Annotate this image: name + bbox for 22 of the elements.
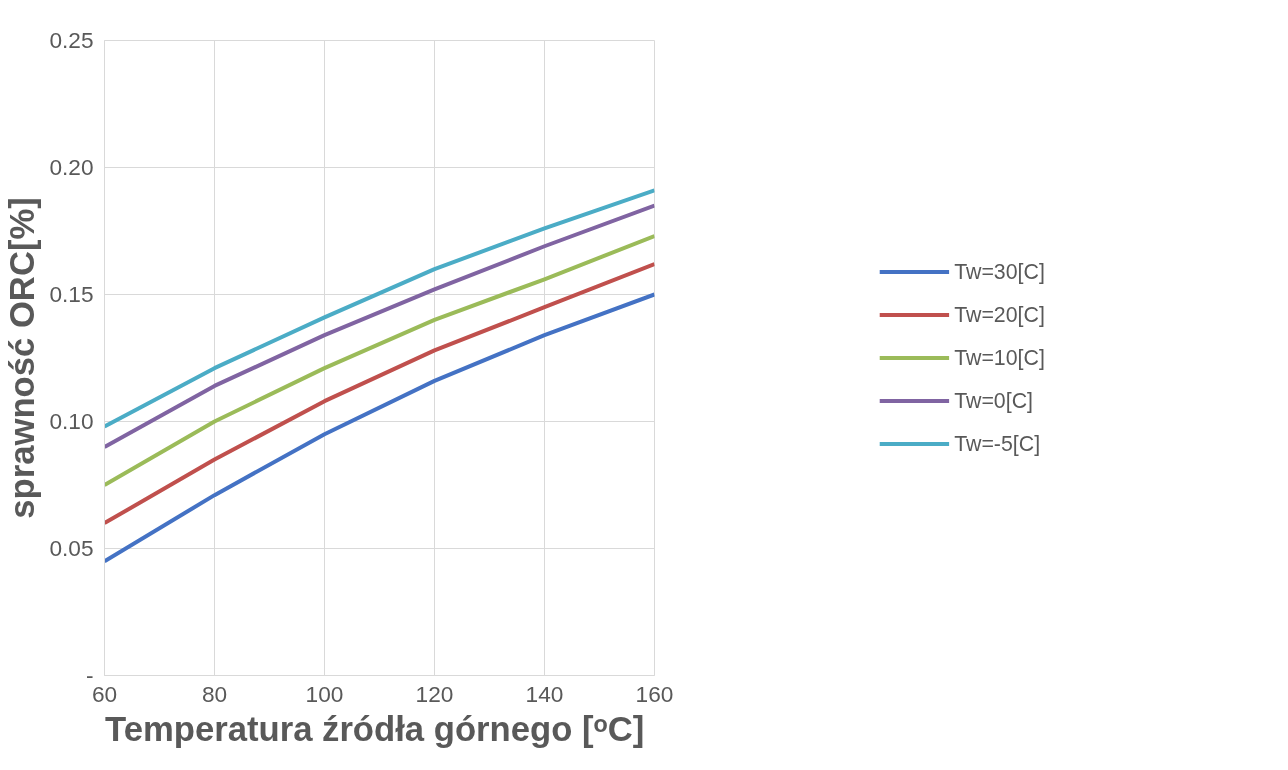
y-tick-label: - — [85, 662, 94, 688]
x-tick-label: 60 — [91, 680, 118, 707]
line-series — [104, 292, 655, 564]
legend-label: Tw=30[C] — [954, 259, 1045, 284]
x-tick-label: 100 — [305, 680, 344, 707]
legend-label: Tw=-5[C] — [954, 431, 1041, 456]
legend-label: Tw=20[C] — [954, 302, 1045, 327]
x-tick-label: 140 — [525, 680, 564, 707]
legend-label: Tw=10[C] — [954, 345, 1045, 370]
y-tick-label: 0.15 — [49, 281, 94, 307]
x-tick-label: 160 — [635, 680, 674, 707]
line-series — [104, 262, 655, 526]
y-tick-label: 0.20 — [49, 154, 94, 180]
line-series — [104, 234, 655, 487]
legend-label: Tw=0[C] — [954, 388, 1033, 413]
y-tick-label: 0.10 — [49, 408, 94, 434]
y-tick-label: 0.25 — [49, 27, 94, 53]
x-tick-label: 120 — [415, 680, 454, 707]
x-tick-label: 80 — [201, 680, 228, 707]
x-axis-title: Temperatura źródła górnego [ᵒC] — [105, 709, 645, 748]
y-axis-title: sprawność ORC[%] — [3, 197, 42, 519]
y-tick-label: 0.05 — [49, 535, 94, 561]
